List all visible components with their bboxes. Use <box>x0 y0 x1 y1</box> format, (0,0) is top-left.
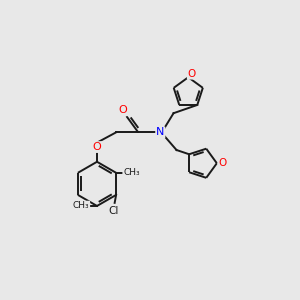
Text: N: N <box>156 127 164 137</box>
Text: O: O <box>188 69 196 79</box>
Text: CH₃: CH₃ <box>123 168 140 177</box>
Text: Cl: Cl <box>108 206 119 216</box>
Text: O: O <box>93 142 101 152</box>
Text: O: O <box>118 105 127 115</box>
Text: O: O <box>219 158 227 168</box>
Text: CH₃: CH₃ <box>73 201 89 210</box>
